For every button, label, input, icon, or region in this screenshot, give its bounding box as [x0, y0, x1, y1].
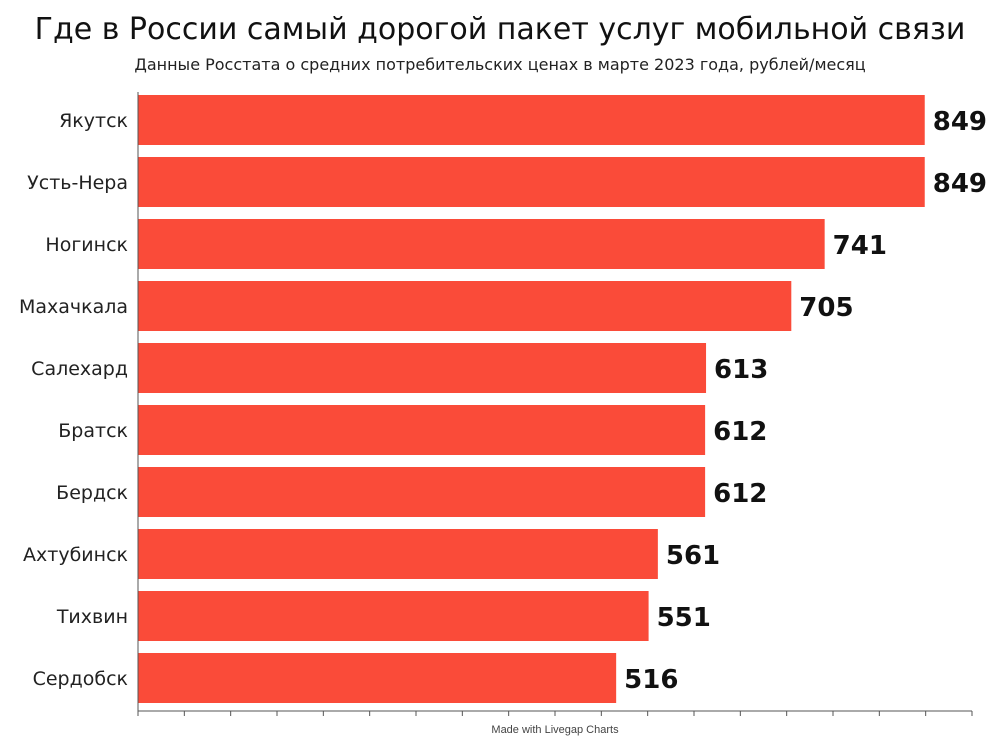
category-label: Ахтубинск — [23, 544, 128, 566]
bars-layer — [138, 95, 925, 703]
bar — [138, 467, 706, 517]
bar — [138, 95, 925, 145]
category-label: Салехард — [31, 358, 128, 380]
value-label: 612 — [713, 417, 767, 447]
chart-title: Где в России самый дорогой пакет услуг м… — [34, 12, 966, 47]
value-label: 516 — [624, 665, 678, 695]
category-label: Усть-Нера — [27, 172, 128, 194]
value-labels: 849 849 741 705 613 612 612 561 551 516 — [624, 107, 987, 695]
category-labels: Якутск Усть-Нера Ногинск Махачкала Салехард Б… — [19, 110, 128, 690]
value-label: 849 — [933, 169, 987, 199]
x-axis — [137, 92, 973, 716]
value-label: 612 — [713, 479, 767, 509]
bar — [138, 281, 792, 331]
bar — [138, 653, 617, 703]
value-label: 705 — [799, 293, 853, 323]
bar — [138, 343, 707, 393]
category-label: Сердобск — [33, 668, 128, 690]
category-label: Бердск — [56, 482, 128, 504]
value-label: 613 — [714, 355, 768, 385]
bar — [138, 219, 825, 269]
bar — [138, 157, 925, 207]
category-label: Махачкала — [19, 296, 128, 318]
category-label: Братск — [58, 420, 128, 442]
chart-subtitle: Данные Росстата о средних потребительски… — [134, 55, 866, 74]
chart-credit: Made with Livegap Charts — [491, 724, 619, 736]
value-label: 551 — [657, 603, 711, 633]
bar — [138, 529, 658, 579]
category-label: Тихвин — [56, 606, 128, 628]
category-label: Ногинск — [45, 234, 128, 256]
bar — [138, 591, 649, 641]
value-label: 561 — [666, 541, 720, 571]
value-label: 849 — [933, 107, 987, 137]
category-label: Якутск — [59, 110, 128, 132]
value-label: 741 — [833, 231, 887, 261]
bar — [138, 405, 706, 455]
